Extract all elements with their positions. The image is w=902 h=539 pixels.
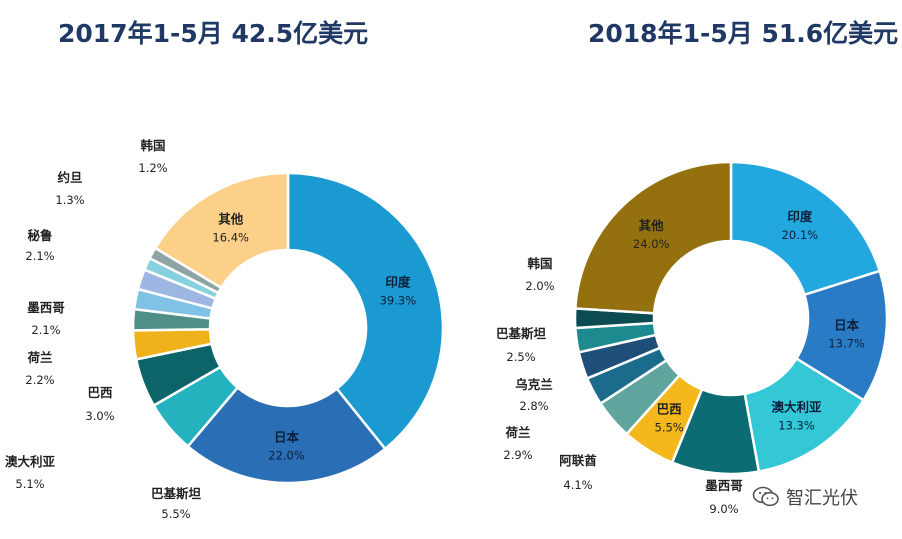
slice-label: 约旦 (57, 170, 82, 185)
slice-value: 3.0% (85, 409, 114, 423)
slice-value: 24.0% (633, 237, 670, 251)
slice-value: 20.1% (782, 228, 819, 242)
slice-label: 秘鲁 (27, 228, 52, 243)
slice-label: 其他 (639, 218, 665, 233)
slice-label: 巴西 (87, 385, 112, 400)
donut-slice (729, 160, 882, 297)
slice-value: 2.1% (31, 323, 60, 337)
donut-slice (573, 160, 733, 315)
slice-label: 印度 (787, 209, 813, 224)
slice-value: 2.1% (25, 249, 54, 263)
slice-label: 墨西哥 (27, 300, 65, 315)
slice-value: 2.0% (525, 279, 554, 293)
watermark-text: 智汇光伏 (786, 488, 858, 509)
slice-value: 2.5% (506, 350, 535, 364)
slice-value: 2.9% (503, 448, 532, 462)
slice-label: 巴基斯坦 (151, 486, 202, 501)
slice-label: 韩国 (140, 138, 165, 153)
slice-value: 13.3% (778, 418, 815, 432)
slice-value: 2.2% (25, 373, 54, 387)
slice-label: 巴基斯坦 (496, 326, 547, 341)
slice-label: 韩国 (527, 256, 552, 271)
chart-title-2017: 2017年1-5月 42.5亿美元 (58, 19, 369, 48)
slice-value: 5.1% (15, 477, 44, 491)
wechat-icon (752, 486, 779, 507)
slice-value: 4.1% (563, 478, 592, 492)
slice-label: 日本 (274, 429, 300, 444)
slice-value: 1.2% (138, 161, 167, 175)
slice-value: 22.0% (268, 448, 305, 462)
slice-label: 印度 (385, 274, 411, 289)
slice-label: 阿联酋 (559, 453, 597, 468)
slice-value: 1.3% (55, 193, 84, 207)
slice-label: 荷兰 (26, 350, 53, 365)
slice-label: 巴西 (657, 402, 682, 417)
donut-slice (286, 171, 445, 451)
slice-label: 墨西哥 (705, 478, 743, 493)
slice-label: 其他 (218, 212, 244, 227)
slice-value: 16.4% (212, 231, 249, 245)
slice-label: 日本 (834, 317, 860, 332)
watermark: 智汇光伏 (752, 484, 858, 510)
donut-slice (153, 171, 290, 290)
slice-value: 5.5% (161, 507, 190, 521)
chart-title-2018: 2018年1-5月 51.6亿美元 (588, 19, 899, 48)
donut-slice (186, 385, 387, 485)
slice-value: 9.0% (709, 502, 738, 516)
slice-value: 13.7% (828, 336, 865, 350)
slice-value: 2.8% (519, 399, 548, 413)
slice-value: 5.5% (655, 421, 684, 435)
slice-label: 乌克兰 (515, 377, 553, 392)
slice-label: 澳大利亚 (5, 454, 56, 469)
slice-label: 荷兰 (504, 425, 531, 440)
slice-value: 39.3% (380, 293, 417, 307)
slice-label: 澳大利亚 (772, 399, 823, 414)
